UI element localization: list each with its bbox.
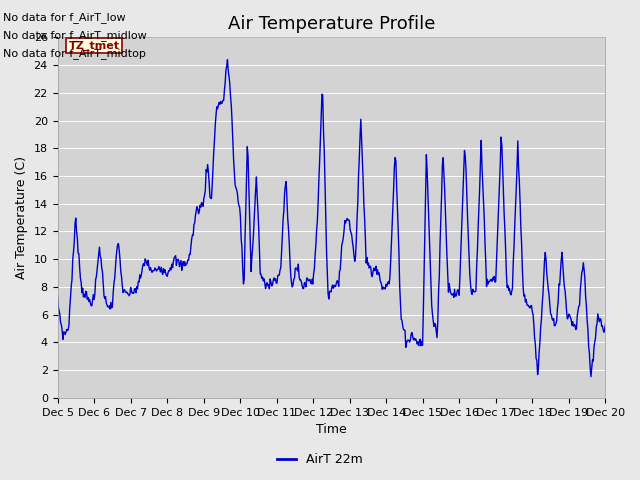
Title: Air Temperature Profile: Air Temperature Profile <box>228 15 435 33</box>
Y-axis label: Air Temperature (C): Air Temperature (C) <box>15 156 28 279</box>
Text: TZ_tmet: TZ_tmet <box>68 40 120 51</box>
Text: No data for f_AirT_midtop: No data for f_AirT_midtop <box>3 48 146 60</box>
Text: No data for f_AirT_midlow: No data for f_AirT_midlow <box>3 30 147 41</box>
X-axis label: Time: Time <box>316 423 347 436</box>
Text: No data for f_AirT_low: No data for f_AirT_low <box>3 12 126 23</box>
Legend: AirT 22m: AirT 22m <box>272 448 368 471</box>
